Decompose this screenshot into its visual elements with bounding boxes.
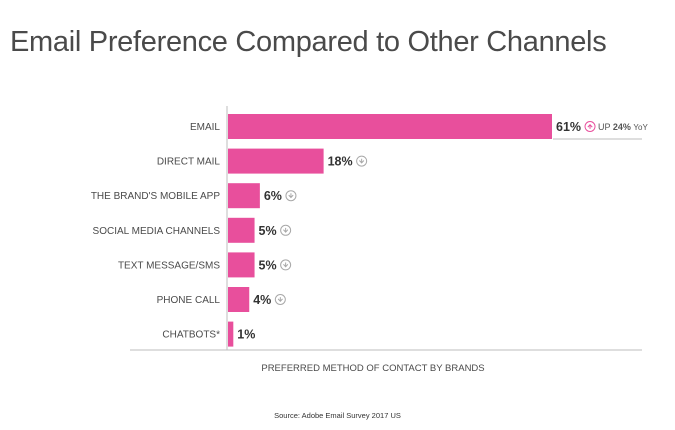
category-label-chatbots: CHATBOTS*: [162, 330, 220, 341]
page-title: Email Preference Compared to Other Chann…: [10, 26, 607, 58]
value-label-phone-call: 4%: [253, 293, 271, 307]
yoy-value: 24%: [613, 122, 634, 132]
value-label-social-media-channels: 5%: [259, 224, 277, 238]
down-circle-icon: [280, 259, 292, 271]
bar-chatbots: [228, 321, 234, 347]
down-circle-icon: [274, 294, 286, 305]
x-axis-label: PREFERRED METHOD OF CONTACT BY BRANDS: [261, 363, 484, 374]
up-circle-icon: [584, 121, 596, 132]
yoy-prefix: UP: [598, 122, 613, 132]
value-label-chatbots: 1%: [237, 328, 255, 342]
yoy-suffix: YoY: [633, 123, 648, 132]
bar-email: [228, 114, 552, 139]
category-label-text-message-sms: TEXT MESSAGE/SMS: [118, 260, 220, 271]
category-label-email: EMAIL: [190, 122, 220, 133]
bar-direct-mail: [228, 148, 324, 174]
category-label-the-brand-s-mobile-app: THE BRAND'S MOBILE APP: [91, 191, 220, 202]
value-label-text-message-sms: 5%: [259, 258, 277, 272]
value-label-direct-mail: 18%: [328, 155, 353, 169]
category-label-phone-call: PHONE CALL: [157, 295, 221, 306]
value-label-the-brand-s-mobile-app: 6%: [264, 189, 282, 203]
category-label-social-media-channels: SOCIAL MEDIA CHANNELS: [93, 226, 221, 237]
down-circle-icon: [356, 155, 368, 167]
category-label-direct-mail: DIRECT MAIL: [157, 157, 221, 168]
down-circle-icon: [285, 190, 297, 202]
source-note: Source: Adobe Email Survey 2017 US: [274, 411, 401, 420]
bar-the-brand-s-mobile-app: [228, 183, 260, 209]
value-label-email: 61%: [556, 120, 581, 134]
yoy-annotation: UP 24% YoY: [598, 122, 648, 132]
bar-phone-call: [228, 287, 250, 312]
down-circle-icon: [280, 224, 292, 236]
bar-social-media-channels: [228, 217, 255, 243]
bar-text-message-sms: [228, 252, 255, 278]
